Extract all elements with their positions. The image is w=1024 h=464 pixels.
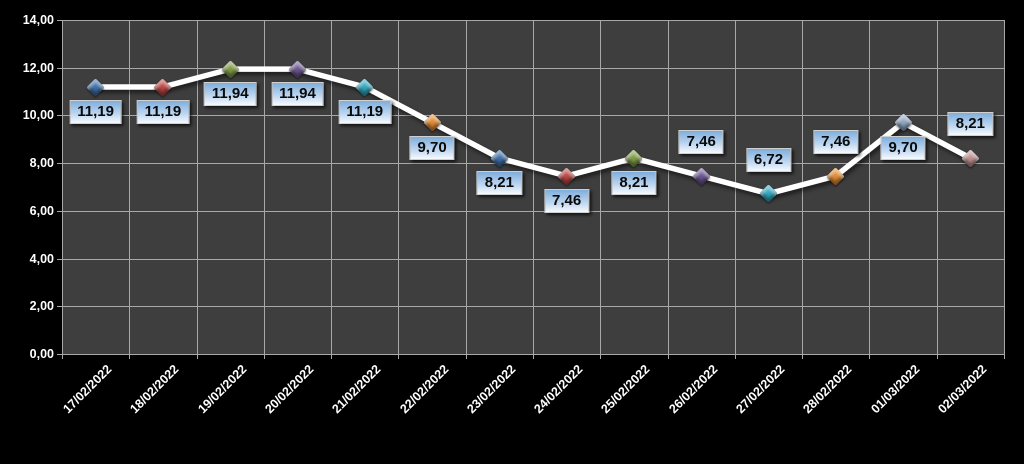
- vertical-gridline: [466, 20, 467, 354]
- x-axis-tick: [802, 354, 803, 359]
- data-label: 8,21: [947, 112, 993, 137]
- data-label: 7,46: [813, 130, 859, 155]
- y-axis-label: 2,00: [29, 299, 54, 313]
- y-axis-label: 0,00: [29, 347, 54, 361]
- vertical-gridline: [331, 20, 332, 354]
- vertical-gridline: [264, 20, 265, 354]
- y-axis-tick: [57, 163, 62, 164]
- y-axis-label: 14,00: [22, 13, 54, 27]
- vertical-gridline: [62, 20, 63, 354]
- x-axis-tick: [735, 354, 736, 359]
- x-axis-tick: [869, 354, 870, 359]
- x-axis-tick: [533, 354, 534, 359]
- vertical-gridline: [1004, 20, 1005, 354]
- x-axis-tick: [264, 354, 265, 359]
- x-axis-tick: [398, 354, 399, 359]
- vertical-gridline: [129, 20, 130, 354]
- y-axis-tick: [57, 115, 62, 116]
- x-axis-tick: [1004, 354, 1005, 359]
- x-axis-tick: [466, 354, 467, 359]
- vertical-gridline: [668, 20, 669, 354]
- data-label: 11,19: [69, 100, 122, 125]
- x-axis-tick: [331, 354, 332, 359]
- data-label: 11,94: [203, 82, 257, 107]
- x-axis-tick: [937, 354, 938, 359]
- y-axis-tick: [57, 20, 62, 21]
- data-label: 9,70: [880, 135, 926, 160]
- data-label: 8,21: [476, 171, 522, 196]
- vertical-gridline: [869, 20, 870, 354]
- vertical-gridline: [197, 20, 198, 354]
- y-axis-label: 4,00: [29, 252, 54, 266]
- data-label: 11,94: [271, 82, 324, 107]
- x-axis-tick: [62, 354, 63, 359]
- y-axis-label: 10,00: [22, 108, 54, 122]
- data-label: 6,72: [745, 147, 792, 172]
- y-axis-tick: [57, 68, 62, 69]
- x-axis-tick: [668, 354, 669, 359]
- y-axis-tick: [57, 354, 62, 355]
- y-axis-label: 6,00: [29, 204, 54, 218]
- data-label: 7,46: [544, 189, 590, 214]
- data-label: 8,21: [611, 171, 657, 196]
- y-axis-label: 12,00: [22, 61, 54, 75]
- series-polyline: [92, 66, 974, 197]
- y-axis-tick: [57, 211, 62, 212]
- vertical-gridline: [937, 20, 938, 354]
- x-axis-tick: [129, 354, 130, 359]
- vertical-gridline: [533, 20, 534, 354]
- data-label: 11,19: [338, 100, 392, 125]
- data-label: 7,46: [678, 130, 724, 155]
- x-axis-tick: [197, 354, 198, 359]
- x-axis-tick: [600, 354, 601, 359]
- y-axis-tick: [57, 259, 62, 260]
- y-axis-tick: [57, 306, 62, 307]
- vertical-gridline: [600, 20, 601, 354]
- data-label: 11,19: [136, 100, 190, 125]
- y-axis-label: 8,00: [29, 156, 54, 170]
- vertical-gridline: [398, 20, 399, 354]
- data-label: 9,70: [409, 135, 455, 160]
